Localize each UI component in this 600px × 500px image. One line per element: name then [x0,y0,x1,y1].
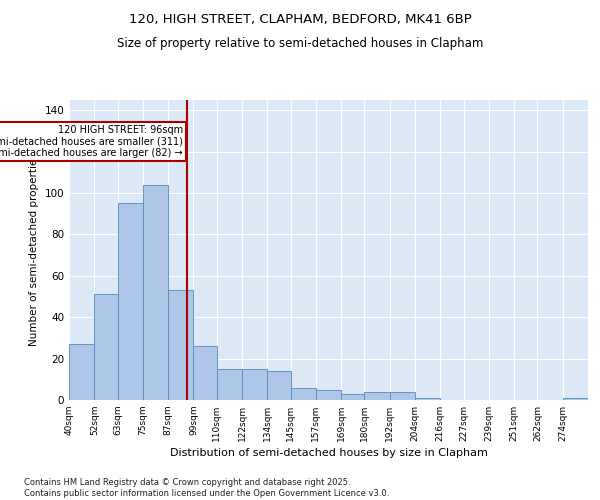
Bar [242,369,268,400]
Bar [364,392,389,400]
Text: 120, HIGH STREET, CLAPHAM, BEDFORD, MK41 6BP: 120, HIGH STREET, CLAPHAM, BEDFORD, MK41… [128,12,472,26]
Bar [143,185,168,400]
Bar [118,204,143,400]
Text: Size of property relative to semi-detached houses in Clapham: Size of property relative to semi-detach… [117,38,483,51]
Y-axis label: Number of semi-detached properties: Number of semi-detached properties [29,154,39,346]
Bar [217,369,242,400]
X-axis label: Distribution of semi-detached houses by size in Clapham: Distribution of semi-detached houses by … [170,448,487,458]
Bar [168,290,193,400]
Bar [316,390,341,400]
Bar [268,371,290,400]
Bar [290,388,316,400]
Text: Contains HM Land Registry data © Crown copyright and database right 2025.
Contai: Contains HM Land Registry data © Crown c… [24,478,389,498]
Bar [389,392,415,400]
Bar [69,344,94,400]
Bar [563,398,588,400]
Bar [193,346,217,400]
Bar [415,398,440,400]
Bar [341,394,364,400]
Text: 120 HIGH STREET: 96sqm
← 78% of semi-detached houses are smaller (311)
 21% of s: 120 HIGH STREET: 96sqm ← 78% of semi-det… [0,125,183,158]
Bar [94,294,118,400]
